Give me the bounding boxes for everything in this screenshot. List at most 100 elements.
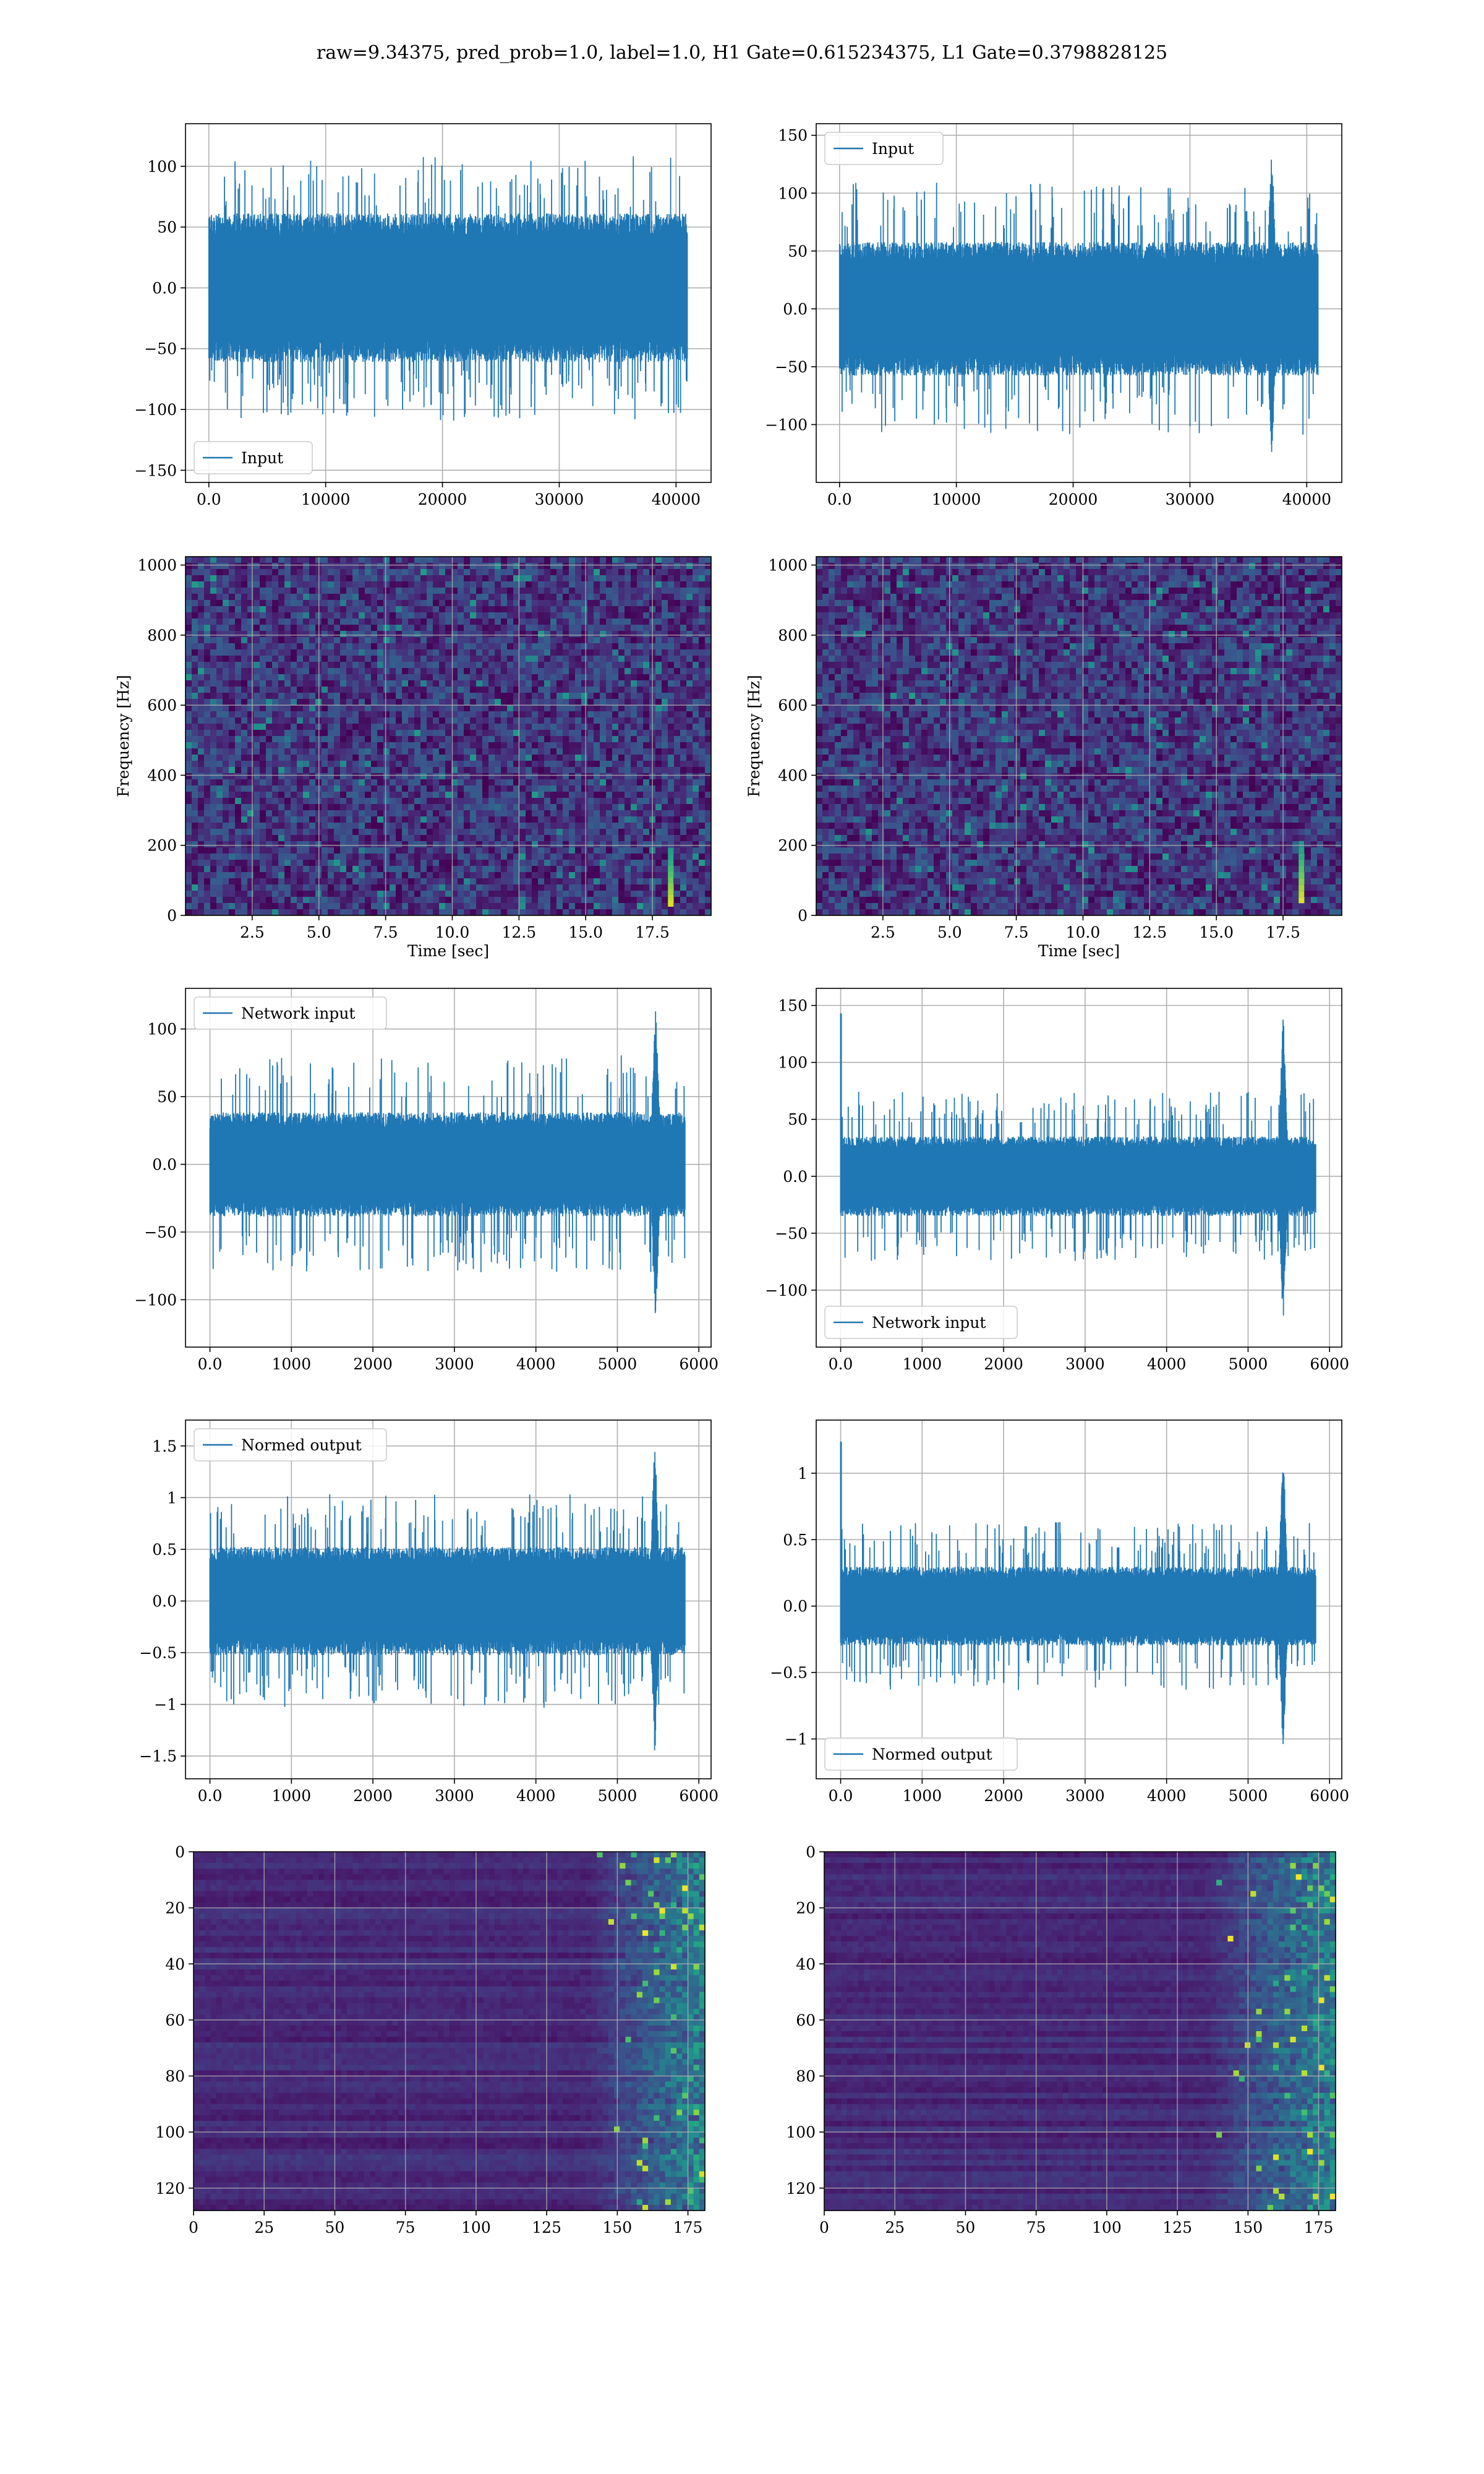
heatmap-cell xyxy=(513,897,520,904)
heatmap-cell xyxy=(396,767,403,774)
heatmap-cell xyxy=(699,742,706,749)
heatmap-cell xyxy=(247,724,254,730)
heatmap-cell xyxy=(284,674,291,681)
heatmap-cell xyxy=(241,891,248,897)
heatmap-cell xyxy=(581,810,588,817)
heatmap-cell xyxy=(297,897,304,904)
heatmap-cell xyxy=(309,693,316,700)
heatmap-cell xyxy=(433,724,440,730)
heatmap-cell xyxy=(538,581,545,588)
heatmap-cell xyxy=(241,625,248,631)
heatmap-cell xyxy=(600,854,607,860)
heatmap-cell xyxy=(495,804,501,811)
heatmap-cell xyxy=(402,804,409,811)
heatmap-cell xyxy=(655,662,662,669)
heatmap-cell xyxy=(328,810,335,817)
heatmap-cell xyxy=(693,798,699,805)
heatmap-cell xyxy=(223,841,229,848)
heatmap-cell xyxy=(464,711,471,718)
heatmap-cell xyxy=(563,693,569,700)
series-core-band xyxy=(208,247,688,328)
heatmap-cell xyxy=(470,798,477,805)
heatmap-cell xyxy=(241,668,248,675)
heatmap-cell xyxy=(625,767,631,774)
heatmap-cell xyxy=(229,866,236,873)
heatmap-cell xyxy=(550,625,557,631)
heatmap-cell xyxy=(322,680,328,687)
heatmap-cell xyxy=(662,575,668,582)
heatmap-cell xyxy=(655,878,662,885)
heatmap-cell xyxy=(260,569,267,576)
heatmap-cell xyxy=(575,872,582,879)
heatmap-cell xyxy=(365,730,372,737)
heatmap-cell xyxy=(693,625,699,631)
heatmap-cell xyxy=(606,557,613,563)
heatmap-cell xyxy=(625,687,631,693)
heatmap-cell xyxy=(229,823,236,829)
heatmap-cell xyxy=(359,847,365,854)
heatmap-cell xyxy=(532,854,539,860)
heatmap-cell xyxy=(390,717,396,724)
heatmap-cell xyxy=(210,575,217,582)
heatmap-cell xyxy=(303,674,310,681)
heatmap-cell xyxy=(495,792,501,798)
heatmap-cell xyxy=(655,884,662,891)
heatmap-cell xyxy=(674,798,681,805)
heatmap-cell xyxy=(322,854,328,860)
heatmap-cell xyxy=(637,755,644,761)
heatmap-cell xyxy=(581,891,588,897)
heatmap-cell xyxy=(655,649,662,656)
heatmap-cell xyxy=(414,804,421,811)
heatmap-cell xyxy=(408,903,415,910)
heatmap-cell xyxy=(352,835,359,842)
heatmap-cell xyxy=(433,680,440,687)
heatmap-cell xyxy=(581,631,588,638)
heatmap-cell xyxy=(204,705,211,712)
heatmap-cell xyxy=(297,730,304,737)
heatmap-cell xyxy=(464,637,471,644)
heatmap-cell xyxy=(686,637,693,644)
heatmap-cell xyxy=(464,897,471,904)
heatmap-cell xyxy=(322,575,328,582)
heatmap-cell xyxy=(513,612,520,619)
heatmap-cell xyxy=(655,625,662,631)
heatmap-cell xyxy=(396,693,403,700)
heatmap-cell xyxy=(204,693,211,700)
heatmap-cell xyxy=(569,649,576,656)
heatmap-cell xyxy=(507,575,514,582)
heatmap-cell xyxy=(606,612,613,619)
heatmap-cell xyxy=(507,748,514,755)
heatmap-cell xyxy=(334,785,341,792)
heatmap-cell xyxy=(544,903,551,910)
heatmap-cell xyxy=(260,649,267,656)
heatmap-cell xyxy=(606,687,613,693)
heatmap-cell xyxy=(241,785,248,792)
heatmap-cell xyxy=(464,891,471,897)
heatmap-cell xyxy=(532,785,539,792)
heatmap-cell xyxy=(322,891,328,897)
heatmap-cell xyxy=(365,773,372,780)
heatmap-cell xyxy=(284,878,291,885)
heatmap-cell xyxy=(247,798,254,805)
heatmap-cell xyxy=(458,687,464,693)
heatmap-cell xyxy=(637,866,644,873)
heatmap-cell xyxy=(550,699,557,706)
heatmap-cell xyxy=(346,755,353,761)
heatmap-cell xyxy=(625,798,631,805)
heatmap-cell xyxy=(309,581,316,588)
heatmap-cell xyxy=(420,866,427,873)
heatmap-cell xyxy=(359,884,365,891)
heatmap-cell xyxy=(556,563,563,570)
heatmap-cell xyxy=(291,847,297,854)
heatmap-cell xyxy=(674,557,681,563)
heatmap-cell xyxy=(699,810,706,817)
heatmap-cell xyxy=(526,909,532,916)
heatmap-cell xyxy=(699,816,706,823)
heatmap-cell xyxy=(606,847,613,854)
heatmap-cell xyxy=(445,618,452,625)
heatmap-cell xyxy=(383,600,390,607)
heatmap-cell xyxy=(352,581,359,588)
heatmap-cell xyxy=(291,810,297,817)
heatmap-cell xyxy=(705,730,712,737)
heatmap-cell xyxy=(322,816,328,823)
